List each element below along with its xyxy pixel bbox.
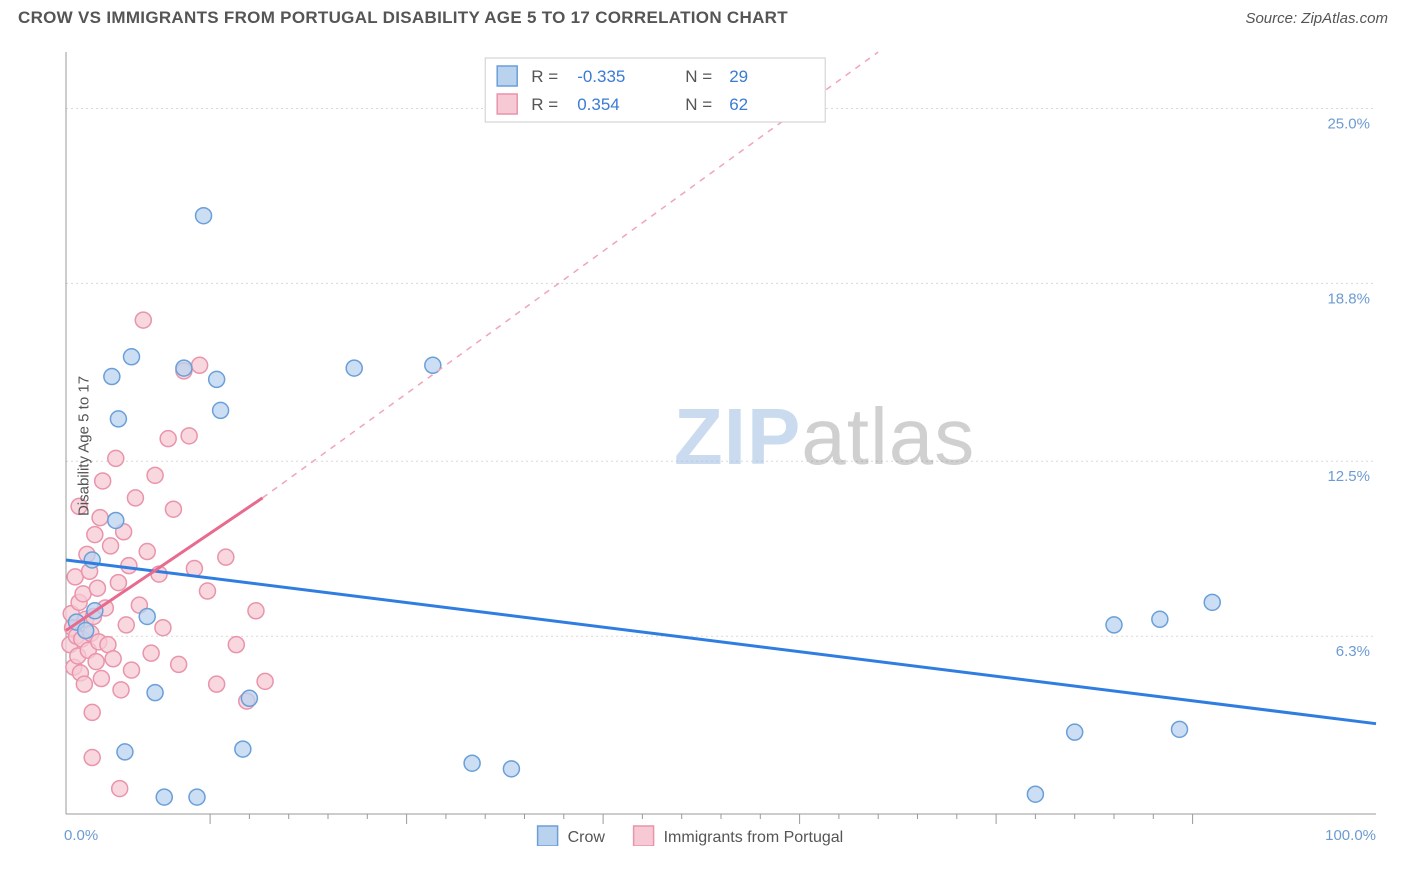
chart-source: Source: ZipAtlas.com xyxy=(1245,10,1388,27)
chart-area: Disability Age 5 to 17 ZIPatlas 6.3%12.5… xyxy=(18,46,1390,846)
data-point-pink xyxy=(87,527,103,543)
data-point-pink xyxy=(108,450,124,466)
data-point-pink xyxy=(103,538,119,554)
data-point-blue xyxy=(1027,786,1043,802)
x-min-label: 0.0% xyxy=(64,827,98,844)
data-point-blue xyxy=(503,761,519,777)
chart-title: CROW VS IMMIGRANTS FROM PORTUGAL DISABIL… xyxy=(18,8,788,28)
y-tick-label: 25.0% xyxy=(1327,115,1370,132)
data-point-blue xyxy=(104,369,120,385)
data-point-pink xyxy=(84,750,100,766)
data-point-blue xyxy=(156,789,172,805)
data-point-pink xyxy=(127,490,143,506)
data-point-pink xyxy=(93,671,109,687)
data-point-blue xyxy=(235,741,251,757)
data-point-pink xyxy=(121,558,137,574)
data-point-pink xyxy=(113,682,129,698)
data-point-blue xyxy=(139,608,155,624)
data-point-blue xyxy=(1106,617,1122,633)
data-point-pink xyxy=(110,575,126,591)
data-point-pink xyxy=(228,637,244,653)
data-point-blue xyxy=(108,512,124,528)
data-point-pink xyxy=(67,569,83,585)
data-point-blue xyxy=(78,623,94,639)
data-point-pink xyxy=(105,651,121,667)
data-point-pink xyxy=(218,549,234,565)
data-point-pink xyxy=(84,704,100,720)
data-point-pink xyxy=(181,428,197,444)
scatter-plot: 6.3% 12.5% 18.8% 25.0% 0.0% 100.0% R = -0.335 N … xyxy=(18,46,1390,846)
data-point-pink xyxy=(124,662,140,678)
data-point-blue xyxy=(110,411,126,427)
legend-swatch xyxy=(538,826,558,846)
data-point-blue xyxy=(213,402,229,418)
legend-n-value: 29 xyxy=(729,67,748,86)
data-point-blue xyxy=(196,208,212,224)
data-point-pink xyxy=(160,431,176,447)
data-point-pink xyxy=(139,544,155,560)
data-point-pink xyxy=(155,620,171,636)
y-tick-label: 12.5% xyxy=(1327,468,1370,485)
data-point-blue xyxy=(1204,594,1220,610)
data-point-blue xyxy=(124,349,140,365)
data-point-blue xyxy=(241,690,257,706)
data-point-blue xyxy=(189,789,205,805)
data-point-pink xyxy=(192,357,208,373)
legend-r-value: -0.335 xyxy=(577,67,625,86)
data-point-blue xyxy=(117,744,133,760)
data-point-pink xyxy=(143,645,159,661)
trend-line-blue xyxy=(66,560,1376,724)
legend-series-label: Immigrants from Portugal xyxy=(664,829,844,846)
y-tick-label: 6.3% xyxy=(1336,643,1370,660)
data-point-blue xyxy=(176,360,192,376)
chart-header: CROW VS IMMIGRANTS FROM PORTUGAL DISABIL… xyxy=(0,0,1406,34)
data-point-blue xyxy=(1172,721,1188,737)
data-point-blue xyxy=(84,552,100,568)
data-point-pink xyxy=(171,656,187,672)
legend-n-value: 62 xyxy=(729,95,748,114)
legend-r-value: 0.354 xyxy=(577,95,620,114)
data-point-pink xyxy=(135,312,151,328)
legend-n-label: N = xyxy=(685,95,712,114)
data-point-pink xyxy=(95,473,111,489)
data-point-pink xyxy=(76,676,92,692)
data-point-pink xyxy=(209,676,225,692)
data-point-blue xyxy=(346,360,362,376)
data-point-pink xyxy=(257,673,273,689)
legend-swatch xyxy=(497,66,517,86)
data-point-pink xyxy=(118,617,134,633)
data-point-blue xyxy=(209,371,225,387)
data-point-blue xyxy=(464,755,480,771)
data-point-pink xyxy=(199,583,215,599)
legend-r-label: R = xyxy=(531,67,558,86)
legend-swatch xyxy=(634,826,654,846)
x-max-label: 100.0% xyxy=(1325,827,1376,844)
data-point-pink xyxy=(75,586,91,602)
legend-swatch xyxy=(497,94,517,114)
data-point-pink xyxy=(89,580,105,596)
data-point-blue xyxy=(147,685,163,701)
legend-series-label: Crow xyxy=(568,829,606,846)
legend-r-label: R = xyxy=(531,95,558,114)
legend-n-label: N = xyxy=(685,67,712,86)
data-point-blue xyxy=(1152,611,1168,627)
y-tick-label: 18.8% xyxy=(1327,290,1370,307)
series-legend: Crow Immigrants from Portugal xyxy=(538,826,844,846)
data-point-pink xyxy=(165,501,181,517)
data-point-pink xyxy=(88,654,104,670)
data-point-pink xyxy=(112,781,128,797)
data-point-pink xyxy=(248,603,264,619)
y-axis-label: Disability Age 5 to 17 xyxy=(76,376,93,516)
data-point-blue xyxy=(1067,724,1083,740)
data-point-pink xyxy=(92,510,108,526)
data-point-pink xyxy=(147,467,163,483)
